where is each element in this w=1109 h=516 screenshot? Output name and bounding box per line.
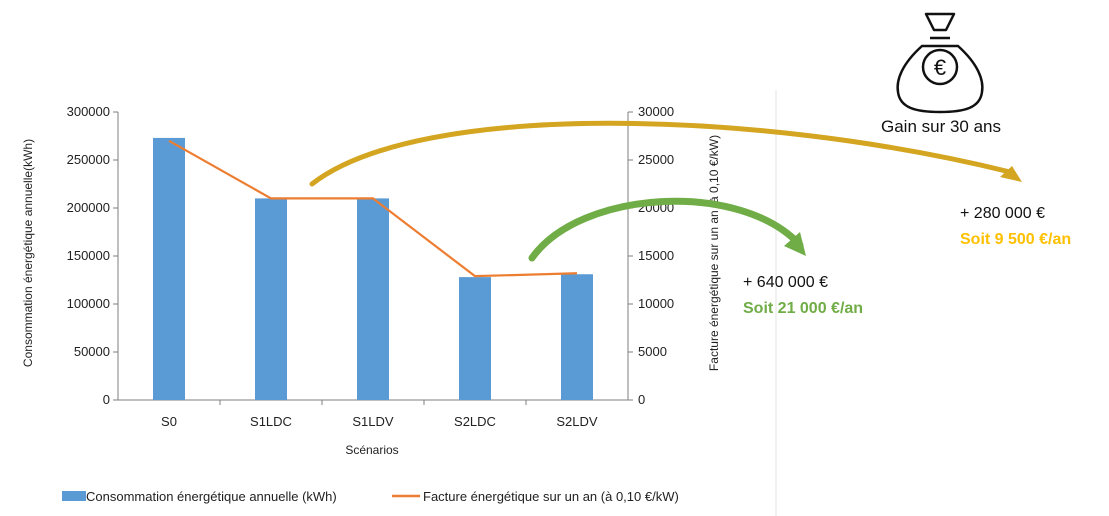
y-tick-label: 100000 (67, 296, 110, 311)
x-tick-label: S0 (161, 414, 177, 429)
y2-tick-label: 0 (638, 392, 645, 407)
x-tick-labels: S0 S1LDC S1LDV S2LDC S2LDV (161, 414, 598, 429)
gold-yearly: Soit 9 500 €/an (960, 231, 1071, 248)
bar-s2ldc (459, 277, 491, 400)
line-series (168, 139, 578, 278)
y-tick-labels: 0 50000 100000 150000 200000 250000 300000 (67, 104, 110, 407)
green-arrow-head (784, 232, 806, 256)
green-yearly: Soit 21 000 €/an (743, 300, 863, 317)
x-tick-label: S2LDV (556, 414, 598, 429)
x-tick-label: S2LDC (454, 414, 496, 429)
y-axis-title: Consommation énergétique annuelle(kWh) (21, 139, 35, 367)
legend-label-line: Facture énergétique sur un an (à 0,10 €/… (423, 489, 679, 504)
bar-s1ldv (357, 198, 389, 400)
y-tick-label: 200000 (67, 200, 110, 215)
y-tick-label: 150000 (67, 248, 110, 263)
bar-s1ldc (255, 198, 287, 400)
x-tick-label: S1LDV (352, 414, 394, 429)
green-amount: + 640 000 € (743, 274, 828, 291)
y2-tick-label: 25000 (638, 152, 674, 167)
x-tick-label: S1LDC (250, 414, 292, 429)
money-bag-icon: € (896, 12, 984, 114)
y-tick-label: 250000 (67, 152, 110, 167)
legend: Consommation énergétique annuelle (kWh) … (62, 489, 679, 504)
y2-tick-label: 30000 (638, 104, 674, 119)
bar-series (153, 137, 593, 401)
y2-tick-label: 5000 (638, 344, 667, 359)
y-tick-label: 50000 (74, 344, 110, 359)
green-savings-arrow (528, 197, 804, 262)
legend-label-bar: Consommation énergétique annuelle (kWh) (86, 489, 337, 504)
y2-tick-label: 10000 (638, 296, 674, 311)
y-tick-label: 0 (103, 392, 110, 407)
y2-tick-label: 15000 (638, 248, 674, 263)
y-tick-label: 300000 (67, 104, 110, 119)
facture-line (168, 139, 578, 278)
y2-axis-title: Facture énergétique sur un an (à 0,10 €/… (707, 135, 721, 371)
bar-s0 (153, 137, 185, 401)
gold-savings-arrow (309, 120, 1013, 187)
gold-arrow-head (1000, 166, 1022, 182)
gain-label: Gain sur 30 ans (881, 117, 1001, 136)
gold-amount: + 280 000 € (960, 205, 1045, 222)
legend-swatch-bar (62, 491, 86, 501)
euro-symbol: € (934, 55, 946, 80)
bar-s2ldv (561, 274, 593, 400)
x-axis-title: Scénarios (345, 443, 398, 457)
